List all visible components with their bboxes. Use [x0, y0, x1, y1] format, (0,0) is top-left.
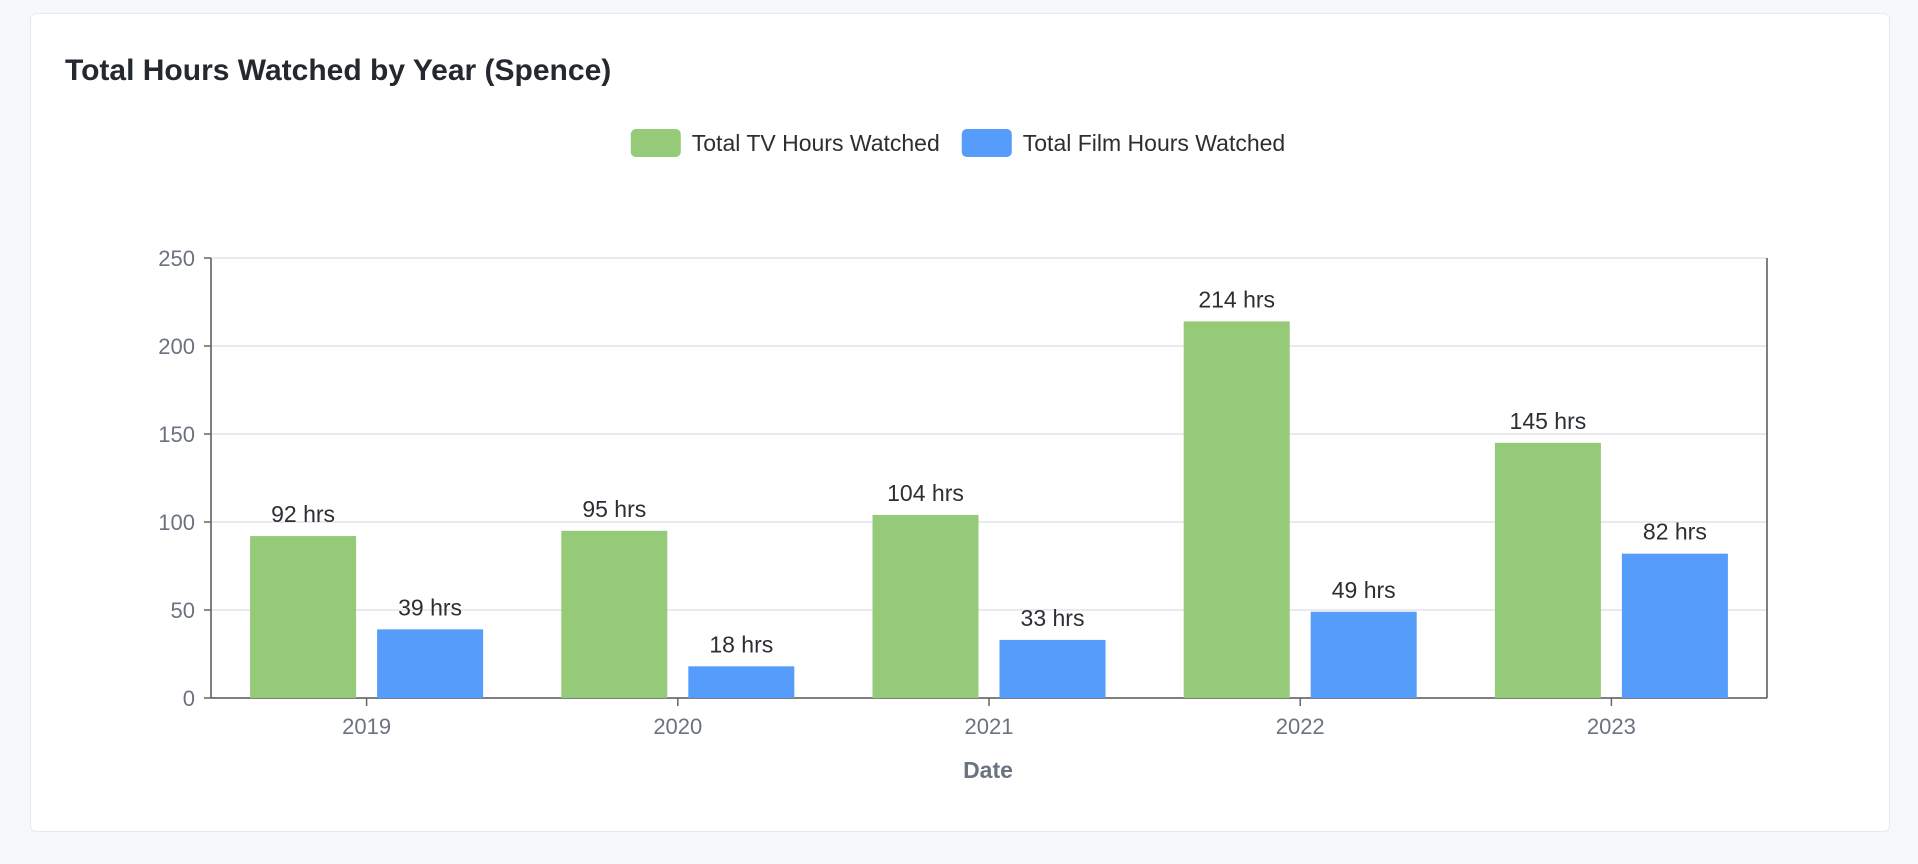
bar-film-2019[interactable] — [377, 629, 484, 698]
y-axis-ticks: 0 50 100 150 200 250 — [158, 246, 211, 711]
data-labels: 92 hrs 39 hrs 95 hrs 18 hrs 104 hrs 33 hrs 214… — [271, 286, 1707, 657]
x-axis-ticks: 2019 2020 2021 2022 2023 — [342, 698, 1636, 739]
bars — [250, 321, 1728, 698]
bar-film-2022[interactable] — [1310, 611, 1417, 698]
data-label: 104 hrs — [887, 480, 964, 506]
y-tick-label: 150 — [158, 422, 195, 447]
legend: Total TV Hours Watched Total Film Hours W… — [630, 129, 1285, 157]
x-tick-label: 2019 — [342, 714, 391, 739]
legend-label: Total Film Hours Watched — [1023, 130, 1285, 156]
bar-film-2021[interactable] — [999, 639, 1106, 698]
y-tick-label: 0 — [183, 686, 195, 711]
x-tick-label: 2021 — [965, 714, 1014, 739]
legend-label: Total TV Hours Watched — [692, 130, 940, 156]
x-axis-title: Date — [963, 757, 1013, 783]
x-tick-label: 2020 — [653, 714, 702, 739]
x-tick-label: 2023 — [1587, 714, 1636, 739]
data-label: 92 hrs — [271, 501, 335, 527]
legend-swatch[interactable] — [630, 129, 681, 157]
bar-film-2023[interactable] — [1621, 553, 1728, 698]
data-label: 18 hrs — [709, 631, 773, 657]
bar-tv-2023[interactable] — [1494, 442, 1601, 698]
data-label: 49 hrs — [1332, 577, 1396, 603]
chart-title: Total Hours Watched by Year (Spence) — [65, 54, 612, 87]
y-tick-label: 200 — [158, 334, 195, 359]
bar-tv-2021[interactable] — [872, 514, 979, 698]
data-label: 145 hrs — [1510, 408, 1587, 434]
bar-tv-2022[interactable] — [1183, 321, 1290, 698]
legend-swatch[interactable] — [961, 129, 1012, 157]
bar-tv-2020[interactable] — [561, 530, 668, 698]
y-tick-label: 250 — [158, 246, 195, 271]
data-label: 214 hrs — [1198, 286, 1275, 312]
data-label: 82 hrs — [1643, 519, 1707, 545]
bar-tv-2019[interactable] — [250, 536, 357, 698]
x-tick-label: 2022 — [1276, 714, 1325, 739]
bar-film-2020[interactable] — [688, 666, 795, 698]
data-label: 95 hrs — [582, 496, 646, 522]
y-tick-label: 50 — [171, 598, 195, 623]
data-label: 39 hrs — [398, 594, 462, 620]
y-tick-label: 100 — [158, 510, 195, 535]
data-label: 33 hrs — [1021, 605, 1085, 631]
